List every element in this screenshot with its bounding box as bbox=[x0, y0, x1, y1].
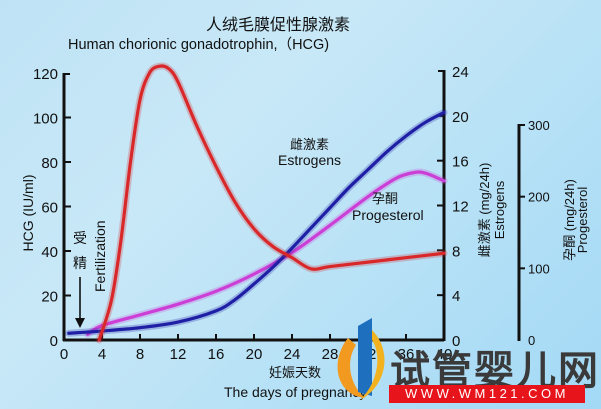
series-progesterol-line bbox=[86, 170, 446, 336]
series-layer bbox=[65, 62, 448, 344]
progesterol-axis: 0 100 200 300 孕酮 (mg/24h) Progesterol bbox=[517, 118, 590, 348]
series-estrogens-line bbox=[67, 110, 446, 335]
bottom-tick-label: 4 bbox=[98, 346, 106, 363]
left-tick-label: 120 bbox=[33, 66, 58, 83]
left-tick-label: 20 bbox=[41, 289, 58, 306]
bottom-axis-label-en: The days of pregnancy bbox=[224, 384, 366, 400]
estrogen-tick-label: 4 bbox=[452, 288, 460, 305]
arrow-head-icon bbox=[75, 318, 85, 328]
left-tick-label: 0 bbox=[50, 333, 58, 350]
bottom-tick-label: 16 bbox=[208, 346, 225, 363]
bottom-tick-label: 8 bbox=[136, 346, 144, 363]
series-hcg-line bbox=[97, 64, 446, 342]
progesterol-label-en: Progesterol bbox=[352, 207, 424, 223]
bottom-tick-label: 12 bbox=[170, 346, 187, 363]
progesterol-axis-label-zh: 孕酮 (mg/24h) bbox=[562, 179, 577, 261]
left-tick-label: 60 bbox=[41, 200, 58, 217]
progesterol-tick-label: 0 bbox=[528, 333, 535, 348]
fertilization-annotation: 受 精 Fertilization bbox=[73, 220, 108, 328]
estrogens-label-zh: 雌激素 bbox=[290, 137, 329, 152]
chart-title-zh: 人绒毛膜促性腺激素 bbox=[206, 16, 350, 34]
left-axis: 0 20 40 60 80 100 120 HCG (IU/ml) bbox=[20, 66, 71, 350]
bottom-tick-label: 24 bbox=[284, 346, 301, 363]
estrogen-axis: 0 4 8 12 16 20 24 雌激素 (mg/24h) Estrogens bbox=[437, 64, 507, 350]
fertilization-en: Fertilization bbox=[92, 220, 108, 292]
estrogen-tick-label: 0 bbox=[452, 333, 460, 350]
bottom-tick-label: 28 bbox=[322, 346, 339, 363]
progesterol-tick-label: 200 bbox=[528, 190, 550, 205]
bottom-tick-label: 36 bbox=[398, 346, 415, 363]
progesterol-label-zh: 孕酮 bbox=[372, 191, 398, 206]
estrogen-axis-label-en: Estrogens bbox=[492, 180, 507, 239]
watermark-logo-icon bbox=[337, 318, 385, 400]
bottom-tick-label: 40 bbox=[436, 346, 453, 363]
watermark-url: WWW.WM121.COM bbox=[389, 385, 585, 403]
bottom-tick-label: 0 bbox=[60, 346, 68, 363]
estrogen-tick-label: 12 bbox=[452, 199, 469, 216]
bottom-axis-label-zh: 妊娠天数 bbox=[269, 365, 321, 380]
estrogen-axis-label-zh: 雌激素 (mg/24h) bbox=[477, 163, 492, 258]
estrogen-tick-label: 20 bbox=[452, 109, 469, 126]
bottom-tick-label: 20 bbox=[246, 346, 263, 363]
estrogens-label-en: Estrogens bbox=[278, 152, 341, 168]
left-tick-label: 40 bbox=[41, 244, 58, 261]
fertilization-zh-2: 精 bbox=[73, 255, 87, 271]
chart-title-en: Human chorionic gonadotrophin,（HCG) bbox=[68, 36, 329, 53]
estrogen-tick-label: 8 bbox=[452, 243, 460, 260]
progesterol-tick-label: 300 bbox=[528, 118, 550, 133]
left-tick-label: 100 bbox=[33, 111, 58, 128]
estrogen-tick-label: 16 bbox=[452, 154, 469, 171]
left-tick-label: 80 bbox=[41, 155, 58, 172]
left-axis-label: HCG (IU/ml) bbox=[20, 175, 36, 252]
bottom-axis: 0481216202428323640 妊娠天数 The days of pre… bbox=[60, 334, 453, 400]
fertilization-zh-1: 受 bbox=[73, 230, 87, 246]
progesterol-tick-label: 100 bbox=[528, 261, 550, 276]
progesterol-axis-label-en: Progesterol bbox=[575, 187, 590, 254]
estrogen-tick-label: 24 bbox=[452, 64, 469, 81]
